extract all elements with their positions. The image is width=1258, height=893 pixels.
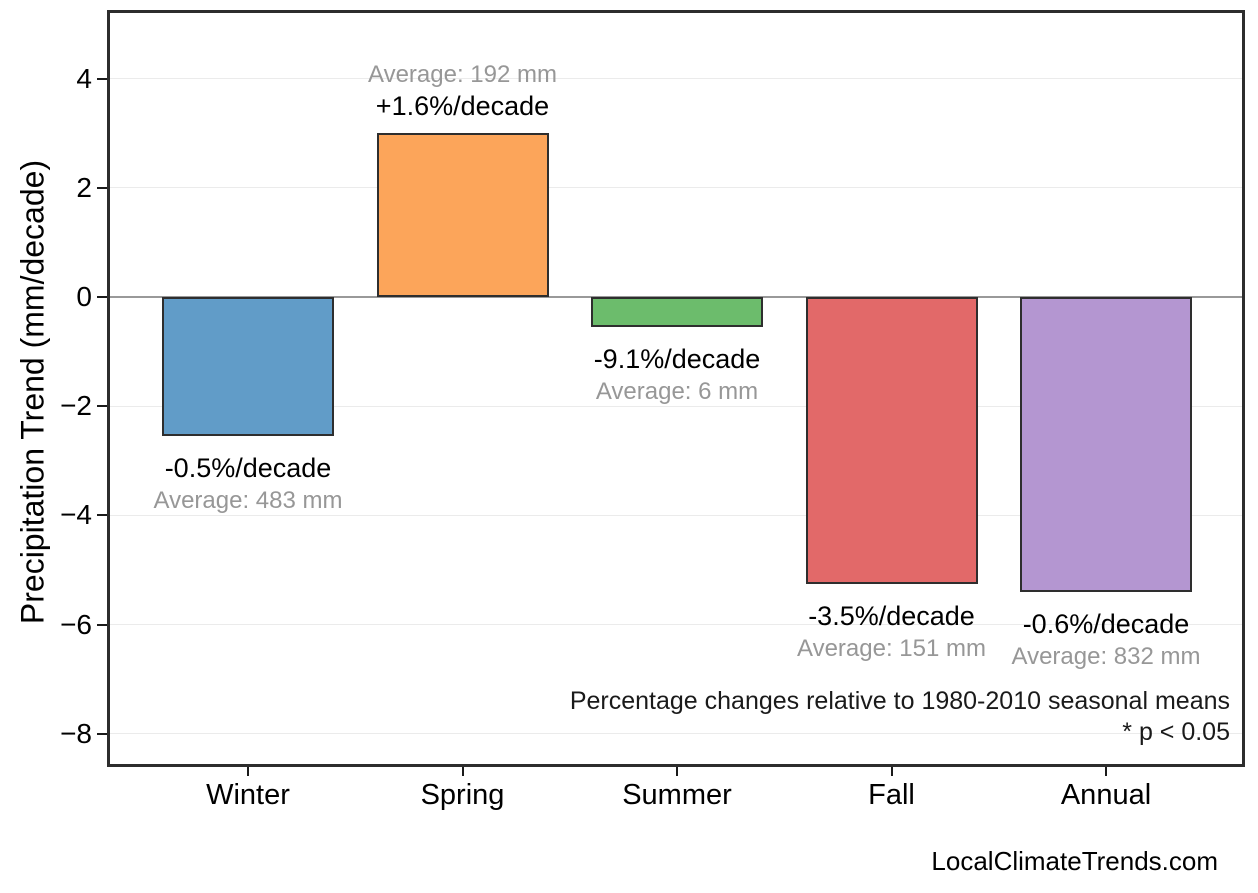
bar-labels-fall: -3.5%/decade Average: 151 mm <box>732 601 1052 663</box>
x-tick-mark <box>676 767 678 776</box>
bar-labels-winter: -0.5%/decade Average: 483 mm <box>88 453 408 515</box>
bar-label-pct: -9.1%/decade <box>593 344 761 375</box>
y-tick-label: −4 <box>60 499 92 531</box>
bar-label-avg: Average: 151 mm <box>797 634 986 662</box>
x-tick-label-fall: Fall <box>868 779 915 811</box>
footnote: Percentage changes relative to 1980-2010… <box>570 686 1230 748</box>
x-tick-label-annual: Annual <box>1060 779 1152 811</box>
y-tick-label: 2 <box>76 171 92 203</box>
bar-label-pct: -0.6%/decade <box>1022 608 1190 639</box>
gridline <box>110 187 1242 189</box>
y-tick-mark <box>97 623 107 626</box>
y-tick-label: −8 <box>60 717 92 749</box>
y-tick-label: −2 <box>60 390 92 422</box>
bar-labels-spring: Average: 192 mm +1.6%/decade <box>303 61 623 123</box>
bar-spring <box>376 133 549 297</box>
x-tick-mark <box>890 767 893 776</box>
bar-label-pct: +1.6%/decade <box>375 91 550 122</box>
x-tick-label-winter: Winter <box>206 779 290 811</box>
y-tick-label: 4 <box>76 62 92 94</box>
y-tick-mark <box>97 514 107 517</box>
y-tick-mark <box>97 77 107 80</box>
bar-labels-summer: -9.1%/decade Average: 6 mm <box>517 344 837 406</box>
bar-labels-annual: -0.6%/decade Average: 832 mm <box>946 609 1258 671</box>
bar-fall <box>805 297 978 584</box>
gridline <box>110 624 1242 626</box>
y-tick-label: −6 <box>60 608 92 640</box>
bar-summer <box>591 297 763 328</box>
gridline <box>110 78 1242 80</box>
gridline <box>110 514 1242 516</box>
plot-area: -0.5%/decade Average: 483 mm Average: 192 … <box>107 10 1245 767</box>
y-tick-mark <box>97 186 107 189</box>
x-tick-mark <box>247 767 249 776</box>
gridline <box>110 405 1242 407</box>
x-tick-label-summer: Summer <box>622 779 732 811</box>
bar-label-pct: -3.5%/decade <box>808 600 975 631</box>
x-tick-mark <box>1105 767 1107 776</box>
bar-label-avg: Average: 192 mm <box>368 60 557 88</box>
footnote-line-2: * p < 0.05 <box>1122 718 1230 746</box>
gridline <box>110 733 1242 735</box>
footnote-line-1: Percentage changes relative to 1980-2010… <box>569 687 1230 715</box>
bar-annual <box>1020 297 1192 592</box>
watermark-link[interactable]: LocalClimateTrends.com <box>931 846 1218 876</box>
bar-label-avg: Average: 832 mm <box>1011 642 1201 670</box>
bar-winter <box>162 297 334 437</box>
bar-label-avg: Average: 6 mm <box>595 378 759 406</box>
y-tick-mark <box>97 405 107 408</box>
bar-label-pct: -0.5%/decade <box>164 453 332 484</box>
y-tick-mark <box>97 732 107 735</box>
y-tick-label: 0 <box>76 281 92 312</box>
x-tick-label-spring: Spring <box>420 779 505 811</box>
y-tick-mark <box>97 296 107 298</box>
bar-label-avg: Average: 483 mm <box>153 487 343 515</box>
x-tick-mark <box>461 767 464 776</box>
